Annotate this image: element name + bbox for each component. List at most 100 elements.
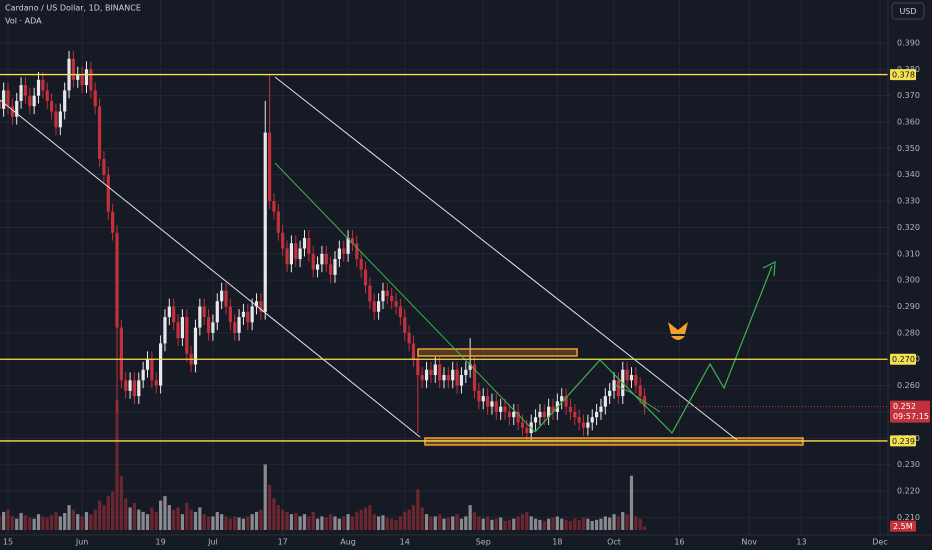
volume-bar bbox=[36, 514, 41, 530]
volume-bar bbox=[281, 509, 285, 530]
x-tick-label: 18 bbox=[552, 538, 562, 547]
chart-title: Cardano / US Dollar, 1D, BINANCE bbox=[5, 4, 141, 13]
candle-body bbox=[372, 301, 376, 312]
volume-bar bbox=[215, 511, 219, 530]
currency-button[interactable] bbox=[891, 2, 925, 20]
volume-bar bbox=[481, 518, 485, 530]
candle-body bbox=[76, 74, 80, 80]
volume-bar bbox=[32, 518, 36, 530]
candle-body bbox=[10, 106, 14, 117]
candle-body bbox=[416, 359, 420, 376]
y-tick-label: 0.210 bbox=[897, 513, 920, 522]
candle-body bbox=[28, 95, 32, 107]
volume-bar bbox=[590, 520, 594, 530]
volume-bar bbox=[424, 514, 429, 530]
candle-body bbox=[381, 290, 385, 302]
candle-body bbox=[54, 111, 58, 128]
volume-bar bbox=[145, 514, 150, 530]
volume-bar bbox=[159, 500, 163, 530]
candle-body bbox=[315, 264, 320, 270]
candle-body bbox=[254, 301, 259, 307]
candle-body bbox=[106, 174, 110, 212]
y-tick-label: 0.310 bbox=[897, 249, 920, 258]
volume-bar bbox=[525, 511, 529, 530]
volume-bar bbox=[93, 509, 97, 530]
candle-body bbox=[250, 306, 254, 323]
candle-body bbox=[2, 90, 6, 109]
volume-bar bbox=[263, 464, 267, 530]
volume-bar bbox=[568, 520, 573, 530]
trend-line bbox=[274, 162, 536, 433]
volume-bar bbox=[394, 519, 398, 530]
volume-bar bbox=[420, 507, 424, 530]
candle-body bbox=[551, 406, 555, 412]
candle-body bbox=[455, 369, 459, 386]
candle-body bbox=[411, 343, 416, 360]
trend-line bbox=[614, 384, 661, 413]
candle-body bbox=[433, 364, 437, 376]
volume-bar bbox=[551, 517, 555, 530]
volume-bar bbox=[54, 511, 58, 530]
volume-bar bbox=[84, 511, 89, 530]
candle-body bbox=[141, 369, 145, 381]
volume-bar bbox=[115, 400, 119, 530]
candle-body bbox=[390, 295, 394, 302]
candle-body bbox=[542, 411, 546, 418]
candle-body bbox=[84, 69, 89, 86]
candle-body bbox=[533, 417, 538, 423]
volume-bar bbox=[464, 516, 468, 530]
volume-bar bbox=[307, 516, 311, 530]
candle-body bbox=[132, 380, 137, 397]
y-tick-label: 0.340 bbox=[897, 170, 920, 179]
candle-body bbox=[246, 311, 250, 323]
currency[interactable]: USD bbox=[899, 7, 916, 16]
candle-body bbox=[459, 375, 464, 386]
candle-body bbox=[363, 269, 368, 286]
volume-bar bbox=[538, 519, 542, 530]
y-tick-label: 0.350 bbox=[897, 144, 920, 153]
level-label: 0.239 bbox=[892, 437, 915, 446]
candle-body bbox=[276, 211, 280, 233]
x-tick-label: Jun bbox=[75, 538, 89, 547]
volume-bar bbox=[193, 511, 198, 530]
candle-body bbox=[337, 248, 341, 260]
candle-body bbox=[634, 375, 638, 386]
candle-body bbox=[298, 248, 302, 260]
volume-bar bbox=[176, 507, 180, 530]
volume-bar bbox=[185, 502, 189, 530]
volume-bar bbox=[494, 518, 498, 530]
volume-bar bbox=[603, 516, 607, 530]
candle-body bbox=[446, 375, 450, 381]
candle-body bbox=[102, 158, 106, 175]
volume-bar bbox=[608, 517, 612, 530]
candle-body bbox=[368, 285, 372, 302]
x-tick-label: Oct bbox=[607, 538, 621, 547]
candle-body bbox=[185, 317, 189, 354]
volume-bar bbox=[368, 505, 372, 530]
x-tick-label: 16 bbox=[674, 538, 684, 547]
volume-bar bbox=[228, 518, 232, 530]
candle-body bbox=[398, 306, 402, 318]
candle-body bbox=[159, 343, 163, 386]
volume-bar bbox=[320, 516, 324, 530]
volume-bar bbox=[499, 517, 503, 530]
volume-bar bbox=[390, 518, 394, 530]
candle-body bbox=[115, 232, 119, 328]
candle-body bbox=[520, 422, 525, 428]
volume-bar bbox=[233, 516, 237, 530]
candle-body bbox=[507, 411, 511, 418]
channel-line bbox=[274, 76, 738, 441]
volume-bar bbox=[167, 505, 171, 530]
candle-body bbox=[124, 380, 128, 391]
volume-bar bbox=[642, 526, 647, 530]
volume-bar bbox=[612, 514, 616, 530]
volume-bar bbox=[206, 516, 211, 530]
candle-body bbox=[176, 322, 180, 339]
candle-body bbox=[268, 132, 272, 202]
volume-bar bbox=[411, 505, 416, 530]
y-tick-label: 0.230 bbox=[897, 460, 920, 469]
candle-body bbox=[202, 306, 206, 318]
volume-bar bbox=[381, 515, 385, 530]
y-tick-label: 0.370 bbox=[897, 91, 920, 100]
candle-body bbox=[629, 375, 634, 381]
